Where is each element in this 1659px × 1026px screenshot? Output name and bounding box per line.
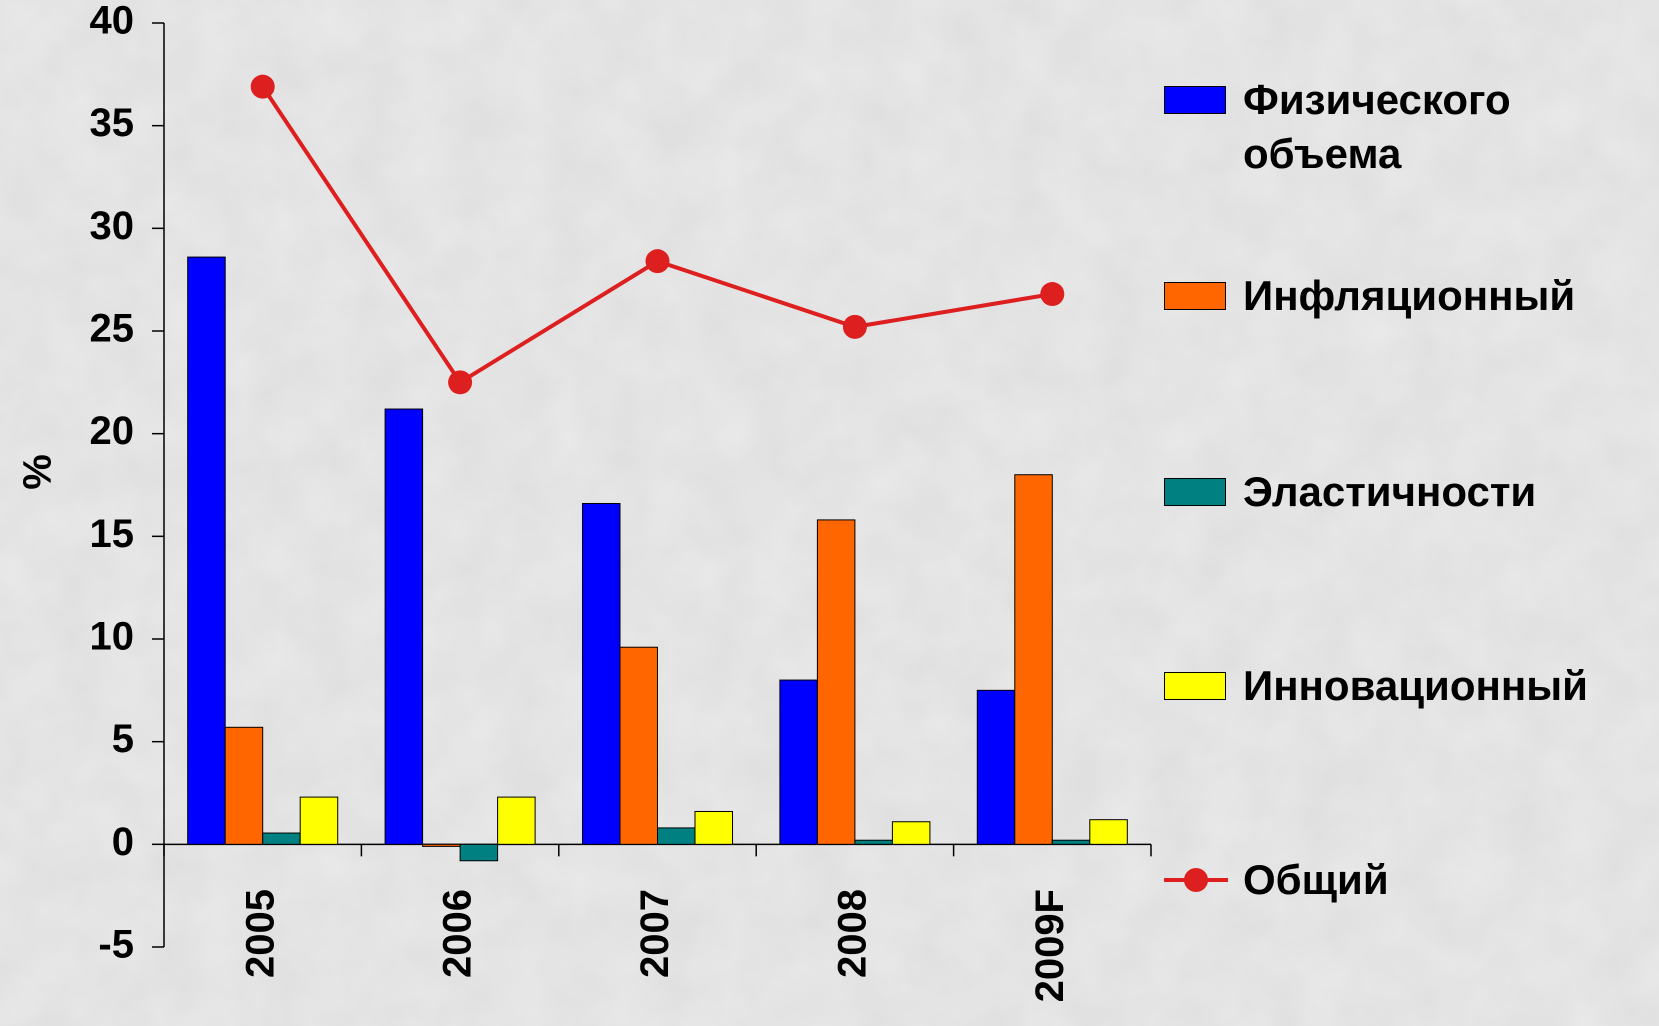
y-tick-label: 15 [90,512,135,556]
line-marker [645,249,670,274]
legend-label: Инновационный [1243,662,1588,709]
y-axis-label: % [16,454,60,490]
bar [497,796,536,845]
legend-label: Физического объема [1243,76,1511,177]
line-marker [842,314,867,339]
bar [1051,839,1091,845]
line-marker [1040,282,1065,307]
x-tick-label: 2006 [436,889,480,978]
legend-label: Общий [1243,856,1389,903]
legend-swatch [1164,868,1228,892]
y-tick-label: -5 [98,923,134,967]
bar [187,256,226,845]
x-tick-label: 2009F [1028,889,1072,1002]
bar [619,646,659,845]
legend-label: Эластичности [1243,468,1537,515]
bar [384,408,424,845]
line-marker [250,74,275,99]
legend-label: Инфляционный [1243,272,1576,319]
bar [976,689,1016,845]
bar [891,821,931,845]
legend-swatch [1164,478,1226,506]
legend-swatch [1164,282,1226,310]
bar [299,796,339,845]
line-marker [448,370,473,395]
y-tick-label: 40 [90,0,135,43]
y-tick-label: 10 [90,615,135,659]
legend-marker [1184,868,1208,892]
bar [459,843,499,862]
bar [262,832,301,845]
x-tick-label: 2007 [633,889,677,978]
bar [854,839,893,845]
bar [779,679,818,845]
bar [1014,474,1053,845]
y-tick-label: 30 [90,204,135,248]
y-tick-label: 5 [112,717,134,761]
bar [224,726,264,845]
bar [1089,819,1128,845]
bar [422,843,461,847]
y-tick-label: 20 [90,409,135,453]
legend-swatch [1164,86,1226,114]
y-tick-label: 35 [90,101,135,145]
y-tick-label: 0 [112,820,134,864]
bar [816,519,856,845]
bar [657,827,696,845]
x-tick-label: 2008 [830,889,874,978]
bar [694,810,734,845]
x-tick-label: 2005 [238,889,282,978]
legend-swatch [1164,672,1226,700]
y-tick-label: 25 [90,307,135,351]
bar [581,502,621,845]
